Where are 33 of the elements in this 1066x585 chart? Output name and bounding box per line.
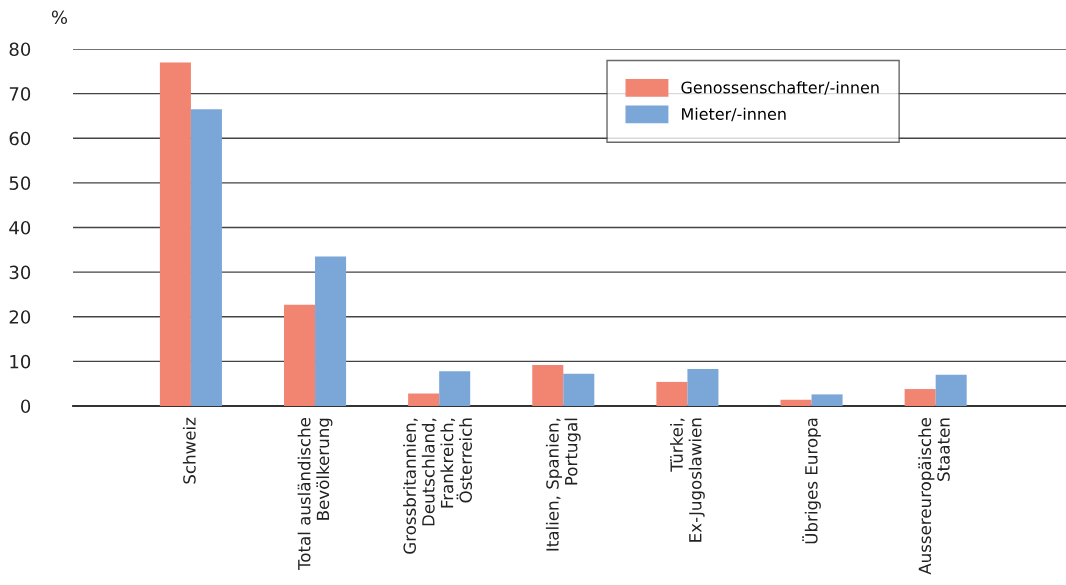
bar [532, 364, 564, 406]
legend-label: Mieter/-innen [682, 107, 786, 122]
y-tick-label: 0 [21, 399, 31, 414]
y-tick-label: 30 [9, 265, 31, 280]
x-tick-label: Türkei, Ex-Jugoslawien [670, 418, 705, 542]
y-tick-label: 10 [10, 354, 31, 369]
x-tick-label: Italien, Spanien, Portugal [545, 418, 581, 551]
bar [284, 304, 316, 406]
y-axis-title: % [51, 10, 68, 25]
x-tick-label: Übriges Europa [802, 418, 821, 544]
bar [656, 381, 688, 406]
bar [687, 368, 719, 406]
x-tick-label: Schweiz [182, 417, 196, 484]
bar [935, 374, 967, 406]
y-tick-label: 60 [9, 131, 31, 146]
bar [563, 373, 595, 406]
x-tick-label: Grossbritannien, Deutschland, Frankreich, Österreich [403, 418, 472, 554]
y-tick-label: 40 [9, 220, 31, 235]
bar [811, 394, 843, 406]
legend-label: Genossenschafter/-innen [681, 81, 879, 95]
bar [408, 393, 440, 406]
x-tick-label: Aussereuropäische Staaten [918, 418, 950, 575]
y-tick-label: 20 [9, 310, 31, 324]
x-tick-label: Total ausländische Bevölkerung [297, 418, 333, 571]
bar [190, 109, 222, 406]
bar [159, 62, 191, 406]
bar [904, 389, 936, 406]
bar [439, 371, 471, 406]
y-tick-label: 50 [9, 176, 31, 190]
y-tick-label: 80 [9, 42, 31, 57]
y-tick-label: 70 [9, 87, 31, 101]
bar [315, 256, 347, 406]
bar [780, 399, 812, 406]
